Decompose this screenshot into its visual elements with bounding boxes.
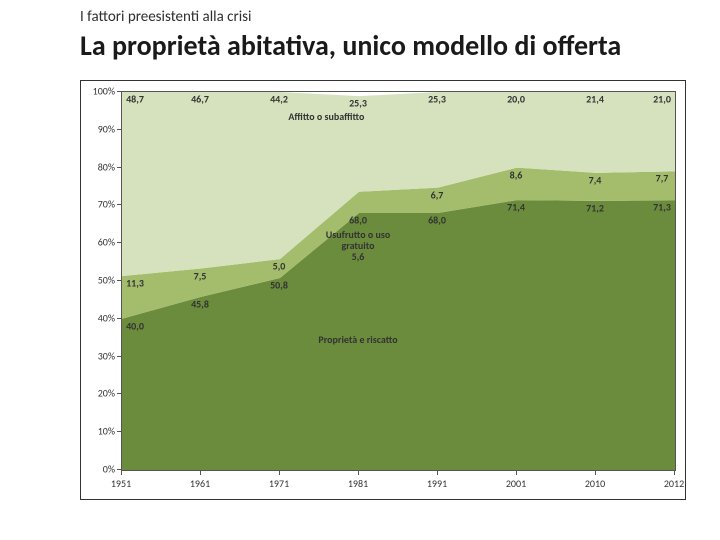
value-label: 8,6 [510, 168, 523, 181]
value-label: 21,4 [586, 93, 604, 106]
ytick-mark [117, 91, 121, 92]
value-label: 6,7 [431, 188, 444, 201]
ytick-label: 90% [98, 122, 115, 135]
value-label: 40,0 [126, 319, 144, 332]
value-label: 7,7 [656, 172, 669, 185]
value-label: 20,0 [507, 93, 525, 106]
slide: I fattori preesistenti alla crisi La pro… [0, 0, 720, 540]
value-label: 48,7 [126, 93, 144, 106]
chart-container: 0% 10% 20% 30% 40% 50% 60% 70% 80% 90% 100% 1951 196… [80, 80, 686, 500]
xtick-mark [358, 471, 359, 475]
xtick-mark [595, 471, 596, 475]
ytick-label: 60% [98, 236, 115, 249]
xtick-mark [279, 471, 280, 475]
ytick-label: 40% [98, 311, 115, 324]
xtick-label: 1961 [190, 477, 210, 490]
ytick-label: 10% [98, 425, 115, 438]
value-label: 44,2 [270, 93, 288, 106]
value-label: 68,0 [349, 213, 367, 226]
xtick-label: 1991 [427, 477, 447, 490]
ytick-label: 80% [98, 160, 115, 173]
series-label: Proprietà e riscatto [308, 334, 408, 345]
xtick-mark [121, 471, 122, 475]
ytick-mark [117, 318, 121, 319]
slide-title: La proprietà abitativa, unico modello di… [80, 28, 621, 63]
slide-subtitle: I fattori preesistenti alla crisi [80, 8, 251, 26]
ytick-mark [117, 431, 121, 432]
ytick-label: 70% [98, 198, 115, 211]
xtick-label: 2010 [585, 477, 605, 490]
xtick-mark [200, 471, 201, 475]
ytick-mark [117, 204, 121, 205]
value-label: 71,2 [586, 201, 604, 214]
value-label: 50,8 [270, 278, 288, 291]
ytick-label: 50% [98, 274, 115, 287]
series-label: Usufrutto o usogratuito5,6 [308, 229, 408, 262]
ytick-mark [117, 242, 121, 243]
ytick-mark [117, 356, 121, 357]
value-label: 71,4 [507, 201, 525, 214]
xtick-label: 1981 [348, 477, 368, 490]
ytick-label: 0% [103, 463, 115, 476]
xtick-label: 1951 [111, 477, 131, 490]
xtick-label: 2012 [664, 477, 684, 490]
xtick-mark [674, 471, 675, 475]
xtick-mark [437, 471, 438, 475]
value-label: 21,0 [653, 93, 671, 106]
ytick-mark [117, 469, 121, 470]
ytick-mark [117, 280, 121, 281]
value-label: 7,5 [194, 269, 207, 282]
xtick-mark [516, 471, 517, 475]
value-label: 71,3 [653, 201, 671, 214]
series-label: Affitto o subaffitto [276, 111, 376, 122]
value-label: 25,3 [428, 93, 446, 106]
ytick-label: 30% [98, 349, 115, 362]
ytick-mark [117, 167, 121, 168]
ytick-label: 20% [98, 387, 115, 400]
value-label: 7,4 [589, 173, 602, 186]
ytick-mark [117, 393, 121, 394]
value-label: 25,3 [349, 97, 367, 110]
value-label: 46,7 [191, 93, 209, 106]
xtick-label: 1971 [269, 477, 289, 490]
value-label: 68,0 [428, 213, 446, 226]
ytick-label: 100% [93, 85, 115, 98]
value-label: 45,8 [191, 297, 209, 310]
xtick-label: 2001 [506, 477, 526, 490]
value-label: 11,3 [126, 277, 144, 290]
value-label: 5,0 [273, 260, 286, 273]
ytick-mark [117, 129, 121, 130]
